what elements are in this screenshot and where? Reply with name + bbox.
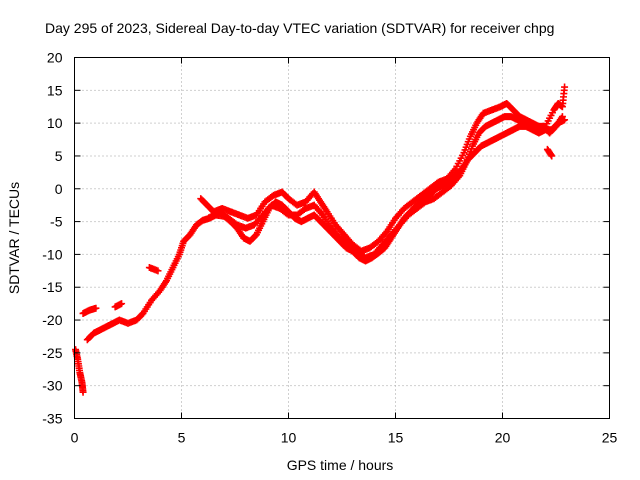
data-point [79,388,87,396]
y-tick-label: -35 [42,411,62,427]
data-point [92,304,100,312]
y-tick-label: -25 [42,345,62,361]
data-points [72,83,569,396]
data-point [561,83,569,91]
y-tick-label: -10 [42,246,62,262]
plot-frame [74,57,610,419]
x-tick-label: 25 [602,430,618,446]
y-tick-label: -15 [42,279,62,295]
y-axis-title: SDTVAR / TECUs [6,182,22,294]
y-tick-label: 0 [55,181,63,197]
data-point [154,267,162,275]
axes: 0 5 10 15 20 25 -35 -30 -25 -20 -15 -10 -5 0 5 10 15 20 [42,50,617,446]
x-tick-label: 5 [178,430,186,446]
series-track-middle [207,113,566,262]
y-tick-label: 10 [47,115,63,131]
x-tick-label: 10 [281,430,297,446]
data-point [543,145,551,153]
y-tick-label: 5 [55,148,63,164]
chart-title: Day 295 of 2023, Sidereal Day-to-day VTE… [45,20,554,36]
y-tick-label: -30 [42,378,62,394]
y-tick-label: 15 [47,82,63,98]
data-point [118,300,126,308]
x-tick-label: 15 [388,430,404,446]
x-axis-title: GPS time / hours [287,457,394,473]
series-track-main [72,116,569,396]
y-tick-label: -5 [50,214,63,230]
x-tick-label: 0 [71,430,79,446]
y-tick-label: 20 [47,50,63,66]
data-point [558,113,566,121]
x-tick-label: 20 [495,430,511,446]
y-tick-label: -20 [42,312,62,328]
